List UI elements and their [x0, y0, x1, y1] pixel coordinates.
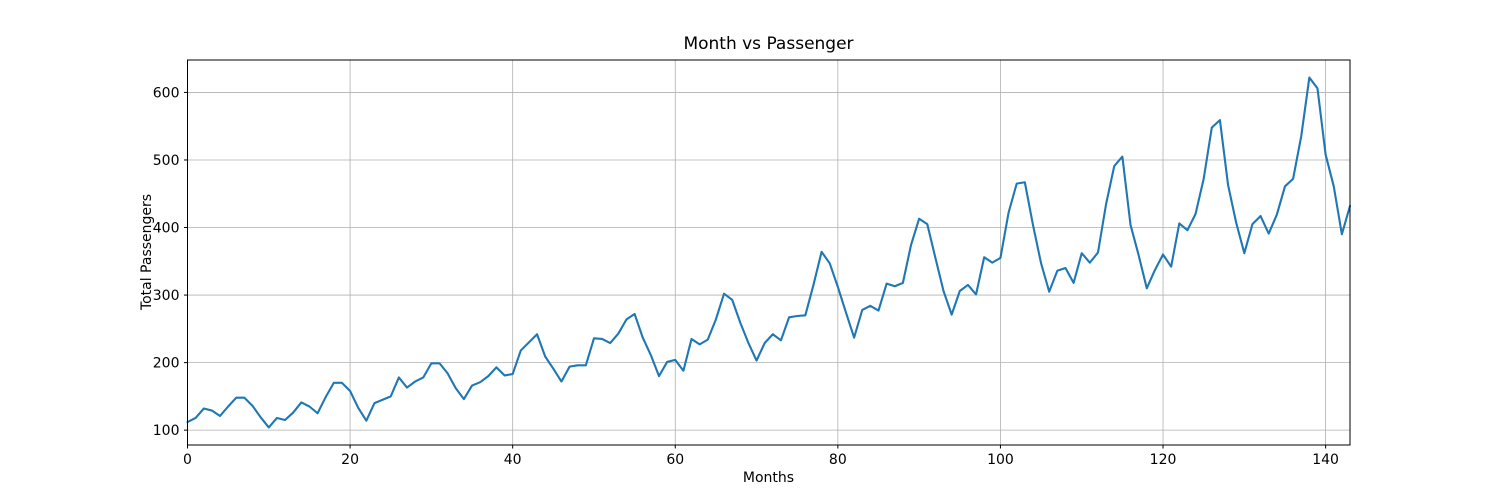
x-tick-label: 120: [1150, 452, 1177, 468]
x-tick-label: 80: [829, 452, 847, 468]
chart-title: Month vs Passenger: [683, 34, 854, 54]
y-tick-label: 200: [153, 356, 180, 372]
y-tick-label: 400: [153, 221, 180, 237]
x-tick-label: 100: [987, 452, 1014, 468]
x-tick-label: 140: [1312, 452, 1339, 468]
x-axis-label: Months: [742, 470, 795, 486]
y-tick-label: 500: [153, 153, 180, 169]
y-tick-label: 100: [153, 423, 180, 439]
passenger-series-line: [186, 76, 1352, 429]
x-tick-label: 40: [504, 452, 522, 468]
y-tick-label: 600: [153, 85, 180, 101]
y-tick-label: 300: [153, 288, 180, 304]
axes-spines: [187, 59, 1351, 446]
x-tick-label: 0: [183, 452, 192, 468]
y-axis-label: Total Passengers: [139, 193, 155, 311]
x-tick-label: 60: [666, 452, 684, 468]
x-tick-label: 20: [341, 452, 359, 468]
